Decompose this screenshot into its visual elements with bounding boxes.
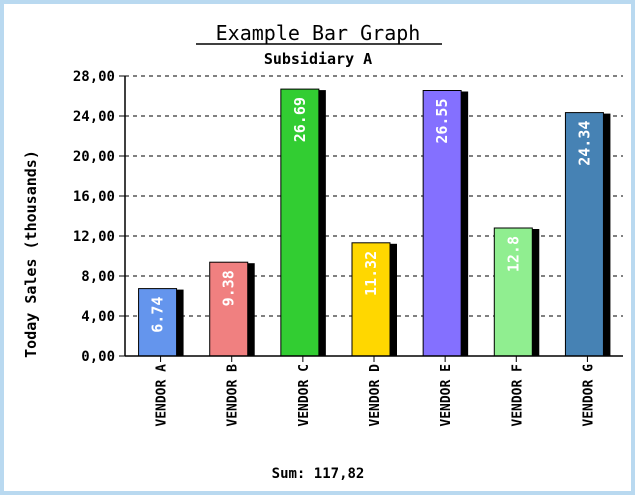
bar-shadow — [390, 243, 397, 356]
bar — [493, 227, 533, 357]
bar-value-label: 9.38 — [220, 270, 238, 306]
bar-value-label: 26.55 — [433, 99, 451, 144]
x-tick-label: VENDOR A — [155, 364, 170, 427]
bar-shadow — [176, 289, 184, 356]
x-tick-label: VENDOR G — [581, 364, 596, 427]
y-tick-label: 0,00 — [81, 349, 115, 365]
bar-shadow — [247, 263, 255, 356]
bar-layer: 6.74 9.38 26.69 11.32 26.55 12.8 24.34 — [138, 88, 611, 357]
y-tick-label: 24,00 — [73, 109, 115, 125]
bar-value-label: 26.69 — [291, 97, 309, 142]
bar — [138, 288, 178, 357]
y-tick-label: 20,00 — [73, 149, 115, 165]
bar-value-label: 6.74 — [149, 297, 167, 333]
x-tick-label: VENDOR C — [297, 364, 312, 427]
bar-value-label: 11.32 — [362, 251, 380, 296]
bar-value-label: 24.34 — [575, 121, 593, 166]
y-tick-label: 4,00 — [81, 309, 115, 325]
chart-title: Example Bar Graph — [216, 21, 421, 45]
bar-value-label: 12.8 — [504, 236, 522, 272]
chart-subtitle: Subsidiary A — [264, 50, 372, 68]
bar-shadow — [461, 91, 469, 356]
y-tick-label: 8,00 — [81, 269, 115, 285]
x-tick-label: VENDOR F — [510, 364, 525, 427]
bar — [422, 90, 462, 357]
bar — [564, 112, 604, 357]
bar-shadow — [318, 90, 326, 356]
bar-shadow — [532, 229, 540, 356]
axis-layer: 0,00 4,00 8,00 12,00 16,00 20,00 24,00 28,00 VEN… — [73, 69, 623, 427]
x-tick-label: VENDOR D — [368, 364, 383, 427]
x-tick-label: VENDOR B — [226, 364, 241, 427]
y-axis-label: Today Sales (thousands) — [22, 150, 40, 358]
x-tick-label: VENDOR E — [439, 364, 454, 427]
y-tick-label: 28,00 — [73, 69, 115, 85]
bar — [351, 242, 391, 357]
sum-footer: Sum: 117,82 — [272, 466, 365, 482]
y-tick-label: 16,00 — [73, 189, 115, 205]
bar — [209, 261, 249, 357]
bar-shadow — [603, 113, 611, 356]
y-tick-label: 12,00 — [73, 229, 115, 245]
